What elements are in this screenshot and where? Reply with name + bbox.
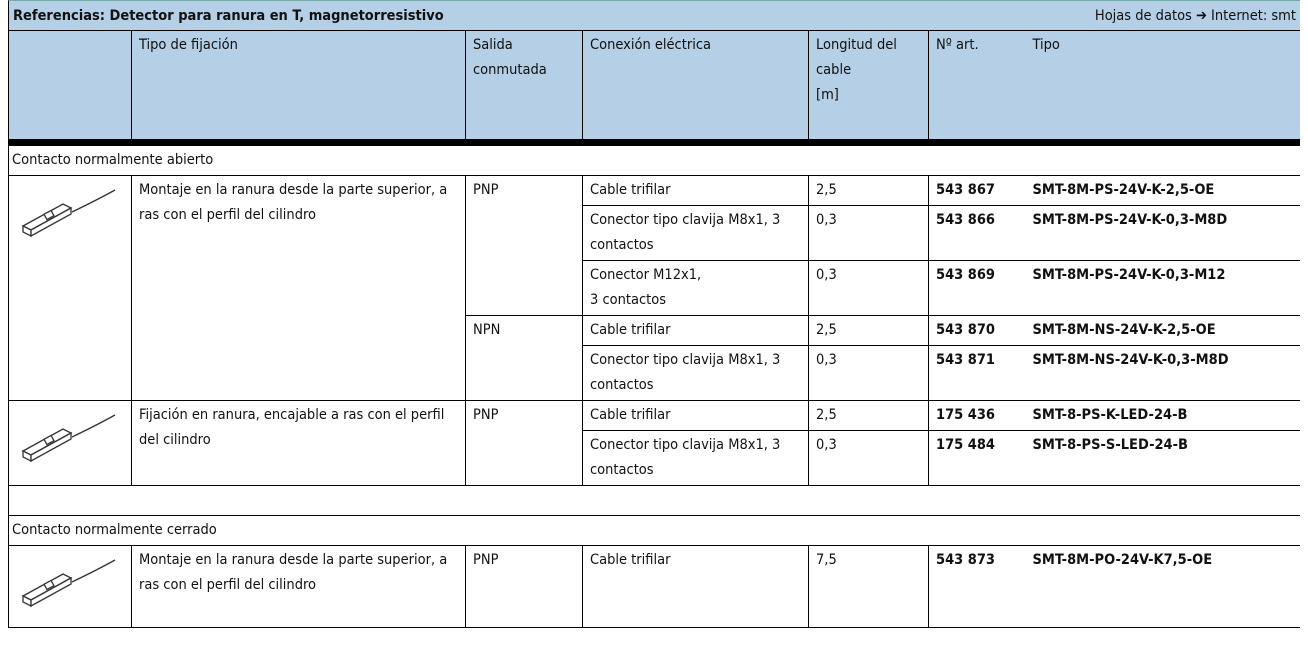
part-number: 543 871 xyxy=(928,345,1026,401)
note: Hojas de datos ➔ Internet: smt xyxy=(1094,7,1296,24)
type-code: SMT-8M-PS-24V-K-0,3-M8D xyxy=(1025,205,1300,261)
output: PNP xyxy=(465,175,583,316)
column-header: Nº art. xyxy=(928,30,1026,146)
data-row: Fijación en ranura, encajable a ras con … xyxy=(8,400,1300,486)
cable-length: 2,5 xyxy=(808,175,929,206)
sensor-icon xyxy=(21,189,116,238)
sensor-icon xyxy=(21,559,116,608)
connection: Cable trifilar xyxy=(582,400,809,431)
cable-length: 0,3 xyxy=(808,430,929,486)
spacer-row xyxy=(8,485,1300,516)
sensor-icon xyxy=(21,414,116,463)
connection: Cable trifilar xyxy=(582,545,809,628)
mounting: Montaje en la ranura desde la parte supe… xyxy=(131,175,466,401)
part-number: 543 869 xyxy=(928,260,1026,316)
data-row: Conector tipo clavija M8x1, 3 contactos 0… xyxy=(9,205,1300,261)
data-row: Montaje en la ranura desde la parte supe… xyxy=(8,175,1300,401)
part-number: 175 436 xyxy=(928,400,1026,431)
icon-cell xyxy=(8,400,132,486)
icon-cell xyxy=(8,175,132,401)
reference-table: Tipo de fijación Salida conmutada Conexión… xyxy=(8,30,1300,628)
connection: Cable trifilar xyxy=(582,315,809,346)
type-code: SMT-8-PS-S-LED-24-B xyxy=(1025,430,1300,486)
header-row: Tipo de fijación Salida conmutada Conexión… xyxy=(8,30,1300,146)
connection: Conector tipo clavija M8x1, 3 contactos xyxy=(582,205,809,261)
cable-length: 7,5 xyxy=(808,545,929,628)
part-number: 543 866 xyxy=(928,205,1026,261)
output: PNP xyxy=(465,400,583,486)
data-row: Conector tipo clavija M8x1, 3 contactos 0… xyxy=(9,345,1300,401)
type-code: SMT-8M-NS-24V-K-0,3-M8D xyxy=(1025,345,1300,401)
page: Referencias: Detector para ranura en T, … xyxy=(8,0,1300,657)
type-code: SMT-8M-PS-24V-K-2,5-OE xyxy=(1025,175,1300,206)
column-header: Conexión eléctrica xyxy=(582,30,809,146)
column-header: Longitud del cable [m] xyxy=(808,30,929,146)
output: NPN xyxy=(465,315,583,401)
title: Referencias: Detector para ranura en T, … xyxy=(13,7,444,24)
section-label: Contacto normalmente abierto xyxy=(8,142,1300,176)
title-bar: Referencias: Detector para ranura en T, … xyxy=(8,0,1300,30)
type-code: SMT-8M-NS-24V-K-2,5-OE xyxy=(1025,315,1300,346)
connection: Conector tipo clavija M8x1, 3 contactos xyxy=(582,345,809,401)
connection: Cable trifilar xyxy=(582,175,809,206)
part-number: 543 870 xyxy=(928,315,1026,346)
cable-length: 2,5 xyxy=(808,400,929,431)
type-code: SMT-8M-PS-24V-K-0,3-M12 xyxy=(1025,260,1300,316)
column-header: Tipo xyxy=(1025,30,1300,146)
icon-cell xyxy=(8,545,132,628)
cable-length: 0,3 xyxy=(808,345,929,401)
section-row: Contacto normalmente abierto xyxy=(8,142,1300,176)
data-row: Conector tipo clavija M8x1, 3 contactos 0… xyxy=(9,430,1300,486)
header-cell xyxy=(8,30,132,146)
cable-length: 0,3 xyxy=(808,205,929,261)
part-number: 543 873 xyxy=(928,545,1026,628)
cable-length: 0,3 xyxy=(808,260,929,316)
cable-length: 2,5 xyxy=(808,315,929,346)
part-number: 543 867 xyxy=(928,175,1026,206)
connection: Conector M12x1, 3 contactos xyxy=(582,260,809,316)
mounting: Fijación en ranura, encajable a ras con … xyxy=(131,400,466,486)
column-header: Tipo de fijación xyxy=(131,30,466,146)
output: PNP xyxy=(465,545,583,628)
data-row: Montaje en la ranura desde la parte supe… xyxy=(8,545,1300,628)
section-row: Contacto normalmente cerrado xyxy=(8,515,1300,546)
section-label: Contacto normalmente cerrado xyxy=(8,515,1300,546)
type-code: SMT-8M-PO-24V-K7,5-OE xyxy=(1025,545,1300,628)
spacer-cell xyxy=(8,485,1300,516)
type-code: SMT-8-PS-K-LED-24-B xyxy=(1025,400,1300,431)
mounting: Montaje en la ranura desde la parte supe… xyxy=(131,545,466,628)
column-header: Salida conmutada xyxy=(465,30,583,146)
part-number: 175 484 xyxy=(928,430,1026,486)
data-row: Conector M12x1, 3 contactos 0,3 543 869 SMT… xyxy=(9,260,1300,316)
connection: Conector tipo clavija M8x1, 3 contactos xyxy=(582,430,809,486)
